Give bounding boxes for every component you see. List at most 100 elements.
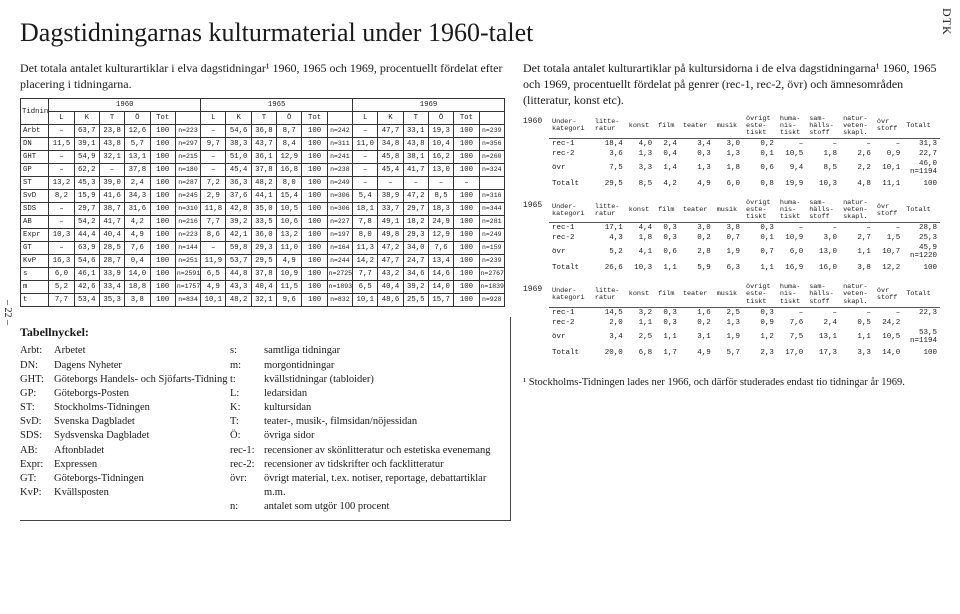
row-label: m xyxy=(21,281,49,294)
table-cell: 4,2 xyxy=(125,216,150,229)
table-cell: 100 xyxy=(302,281,327,294)
table-cell: – xyxy=(874,223,903,234)
table-cell: 45,9 n=1220 xyxy=(903,243,940,261)
table-header: konst xyxy=(626,283,655,307)
key-row: K:kultursidan xyxy=(230,401,500,415)
key-row: rec-2:recensioner av tidskrifter och fac… xyxy=(230,458,500,472)
table-cell: 2,4 xyxy=(125,177,150,190)
table-cell: 100 xyxy=(302,229,327,242)
table-cell: 42,6 xyxy=(74,281,99,294)
table-cell: n=144 xyxy=(175,242,200,255)
table-cell: – xyxy=(353,151,378,164)
table-cell: 1,1 xyxy=(840,243,874,261)
table-cell: 100 xyxy=(150,216,175,229)
table-cell: 59,8 xyxy=(226,242,251,255)
table-cell: 1,8 xyxy=(626,233,655,243)
table-cell: 3,4 xyxy=(592,328,626,346)
table-header: litte- ratur xyxy=(592,115,626,139)
table-cell: 34,0 xyxy=(403,242,428,255)
table-cell: n=2767 xyxy=(479,268,504,281)
row-label: Expr xyxy=(21,229,49,242)
table-cell: 100 xyxy=(454,255,479,268)
table-subheader: L xyxy=(353,112,378,125)
table-header: teater xyxy=(680,199,714,223)
table-cell: 1,3 xyxy=(714,149,743,159)
key-row: Arbt:Arbetet xyxy=(20,344,230,358)
table-subheader: T xyxy=(251,112,276,125)
table-cell: 36,0 xyxy=(251,229,276,242)
table-cell: 32,1 xyxy=(99,151,124,164)
table-row: AB–54,241,74,2100n=2167,739,233,510,6100… xyxy=(21,216,505,229)
key-row: Ö:övriga sidor xyxy=(230,429,500,443)
right-table: Under- kategorilitte- raturkonstfilmteat… xyxy=(549,283,940,357)
table-cell: 6,5 xyxy=(201,268,226,281)
table-subheader: K xyxy=(378,112,403,125)
table-cell: 100 xyxy=(302,294,327,307)
table-cell: 45,4 xyxy=(226,164,251,177)
table-cell: 0,8 xyxy=(743,177,777,189)
table-row: övr5,24,10,62,81,90,76,013,01,110,745,9 … xyxy=(549,243,940,261)
table-cell: n=249 xyxy=(327,177,352,190)
table-cell: 34,8 xyxy=(378,138,403,151)
table-header: konst xyxy=(626,115,655,139)
table-cell: 18,8 xyxy=(125,281,150,294)
table-cell: 10,5 xyxy=(277,203,302,216)
table-cell: 16,8 xyxy=(277,164,302,177)
table-cell: 1,1 xyxy=(655,261,680,273)
table-cell: 41,6 xyxy=(99,190,124,203)
table-cell: 29,3 xyxy=(403,229,428,242)
table-cell: 3,6 xyxy=(592,149,626,159)
table-cell: 2,3 xyxy=(743,346,777,358)
table-header: litte- ratur xyxy=(592,199,626,223)
table-cell: 28,7 xyxy=(99,255,124,268)
table-cell: 100 xyxy=(302,125,327,138)
table-cell: 3,8 xyxy=(125,294,150,307)
table-cell: 39,0 xyxy=(99,177,124,190)
table-cell: n=316 xyxy=(479,190,504,203)
table-subheader: Ö xyxy=(125,112,150,125)
table-cell: n=306 xyxy=(327,190,352,203)
table-cell: 6,5 xyxy=(353,281,378,294)
table-cell: 54,6 xyxy=(74,255,99,268)
table-cell: 100 xyxy=(454,229,479,242)
table-cell: 100 xyxy=(150,281,175,294)
table-cell: rec-2 xyxy=(549,149,592,159)
table-cell: 22,3 xyxy=(903,307,940,318)
table-cell: – xyxy=(353,177,378,190)
table-cell: 4,1 xyxy=(626,243,655,261)
table-cell: 0,1 xyxy=(743,149,777,159)
table-cell: n=260 xyxy=(479,151,504,164)
table-cell: 100 xyxy=(454,242,479,255)
table-cell: – xyxy=(428,177,453,190)
table-cell: 100 xyxy=(150,268,175,281)
table-cell: 32,1 xyxy=(251,294,276,307)
table-header: övrigt este- tiskt xyxy=(743,115,777,139)
table-cell: n=928 xyxy=(479,294,504,307)
table-cell: 8,0 xyxy=(277,177,302,190)
table-cell: – xyxy=(378,177,403,190)
left-table: Tidning 1960 1965 1969 LKTÖTotLKTÖTotLKT… xyxy=(20,98,505,307)
table-cell: n=344 xyxy=(479,203,504,216)
table-cell: 15,9 xyxy=(74,190,99,203)
table-cell: 47,2 xyxy=(403,190,428,203)
table-cell: – xyxy=(403,177,428,190)
table-cell: 100 xyxy=(302,203,327,216)
table-cell: 33,4 xyxy=(99,281,124,294)
table-row: GP–62,2–37,8100n=180–45,437,816,8100n=23… xyxy=(21,164,505,177)
table-cell: 100 xyxy=(302,216,327,229)
table-cell: Totalt xyxy=(549,261,592,273)
table-cell: 39,2 xyxy=(403,281,428,294)
table-cell: 13,0 xyxy=(428,164,453,177)
table-header: sam- hälls- stoff xyxy=(806,283,840,307)
table-cell: 9,6 xyxy=(277,294,302,307)
table-cell: 45,8 xyxy=(378,151,403,164)
table-cell: 13,1 xyxy=(806,328,840,346)
table-cell: 2,7 xyxy=(840,233,874,243)
table-cell: 2,5 xyxy=(714,307,743,318)
table-header: natur- veten- skapl. xyxy=(840,199,874,223)
table-row: m5,242,633,418,8100n=17574,943,340,411,5… xyxy=(21,281,505,294)
table-cell: 43,7 xyxy=(251,138,276,151)
table-cell: 14,0 xyxy=(428,281,453,294)
table-header: huma- nis- tiskt xyxy=(777,283,806,307)
table-cell: 19,3 xyxy=(428,125,453,138)
